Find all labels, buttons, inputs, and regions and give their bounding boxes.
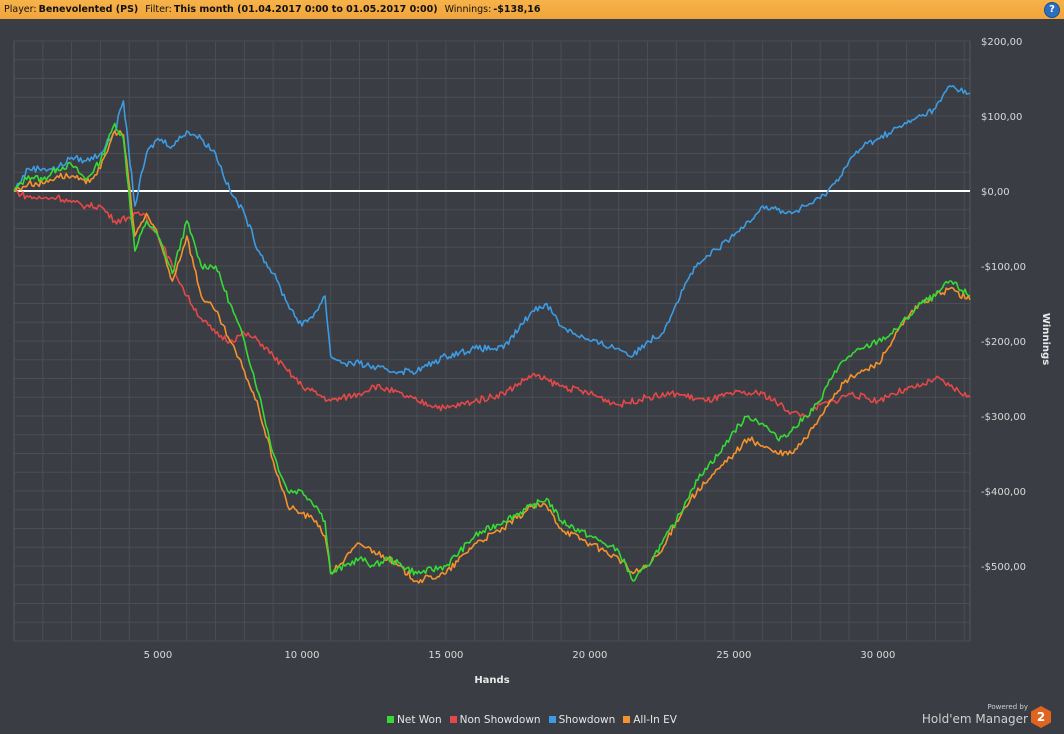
legend-swatch (387, 715, 395, 723)
legend-label: All-In EV (633, 714, 677, 726)
x-tick-label: 15 000 (428, 650, 463, 661)
series-line-net-won (13, 122, 971, 582)
x-tick-label: 30 000 (860, 650, 895, 661)
x-tick-label: 25 000 (716, 650, 751, 661)
legend-label: Non Showdown (459, 714, 541, 726)
player-value[interactable]: Benevolented (PS) (38, 4, 139, 15)
legend-item-net-won[interactable]: Net Won (387, 714, 442, 726)
filter-label: Filter: (145, 4, 172, 15)
winnings-value: -$138,16 (493, 4, 541, 15)
x-tick-label: 5 000 (144, 650, 173, 661)
legend-label: Net Won (397, 714, 442, 726)
legend-item-non-showdown[interactable]: Non Showdown (449, 714, 541, 726)
legend-label: Showdown (558, 714, 616, 726)
series-lines (13, 85, 971, 584)
legend-item-showdown[interactable]: Showdown (548, 714, 616, 726)
product-name: Hold'em Manager (921, 712, 1028, 726)
y-tick-label: $200,00 (981, 37, 1022, 48)
legend-swatch (548, 715, 556, 723)
winnings-label: Winnings: (444, 4, 492, 15)
series-line-all-in-ev (13, 130, 971, 584)
winnings-chart: 5 000 10 000 15 000 20 000 25 000 30 000 $200… (0, 19, 1064, 695)
y-tick-label: -$300,00 (981, 412, 1026, 423)
x-axis-ticks: 5 000 10 000 15 000 20 000 25 000 30 000 (144, 650, 896, 661)
y-axis-ticks: $200,00 $100,00 $0,00 -$100,00 -$200,00 -$300… (981, 37, 1026, 573)
y-tick-label: -$100,00 (981, 262, 1026, 273)
chart-legend: Net Won Non Showdown Showdown All-In EV (0, 714, 1064, 726)
x-tick-label: 20 000 (572, 650, 607, 661)
legend-swatch (623, 715, 631, 723)
player-label: Player: (4, 4, 37, 15)
y-tick-label: -$200,00 (981, 337, 1026, 348)
y-tick-label: -$400,00 (981, 487, 1026, 498)
y-tick-label: $100,00 (981, 112, 1022, 123)
filter-header-bar: Player: Benevolented (PS) Filter: This mon… (0, 0, 1064, 19)
y-axis-label: Winnings (1040, 313, 1051, 365)
powered-by-text: Powered by (987, 703, 1028, 711)
help-icon[interactable]: ? (1044, 2, 1060, 18)
x-tick-label: 10 000 (284, 650, 319, 661)
series-line-showdown (13, 85, 971, 376)
legend-swatch (449, 715, 457, 723)
x-axis-label: Hands (474, 675, 509, 686)
legend-item-all-in-ev[interactable]: All-In EV (623, 714, 677, 726)
filter-value[interactable]: This month (01.04.2017 0:00 to 01.05.201… (173, 4, 438, 15)
y-tick-label: -$500,00 (981, 562, 1026, 573)
y-tick-label: $0,00 (981, 187, 1010, 198)
branding: Powered by Hold'em Manager (922, 703, 1028, 726)
hm2-logo-icon: 2 (1031, 706, 1051, 728)
